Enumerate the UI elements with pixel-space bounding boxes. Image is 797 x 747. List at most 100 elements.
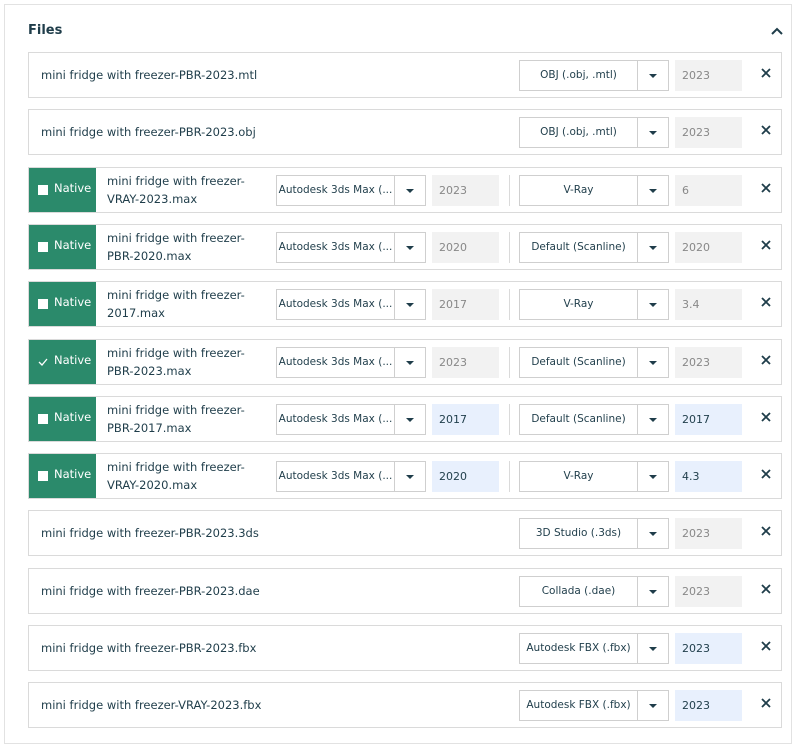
file-row: Native mini fridge with freezer-PBR-2020.…	[28, 224, 782, 270]
native-label: Native	[54, 295, 92, 309]
native-toggle[interactable]: Native	[29, 282, 96, 326]
dropdown[interactable]: Autodesk FBX (.fbx)	[519, 690, 638, 721]
version-input[interactable]: 2023	[675, 518, 742, 549]
native-label: Native	[54, 181, 92, 195]
version-input[interactable]: 2023	[432, 175, 499, 206]
dropdown-button[interactable]	[637, 633, 669, 664]
remove-button[interactable]	[759, 353, 773, 367]
checkbox[interactable]	[38, 471, 48, 481]
dropdown-button[interactable]	[637, 404, 669, 435]
file-row: mini fridge with freezer-PBR-2023.fbx Aut…	[28, 625, 782, 671]
panel-title: Files	[28, 23, 63, 38]
checkbox[interactable]	[38, 357, 48, 367]
dropdown[interactable]: Collada (.dae)	[519, 576, 638, 607]
dropdown-button[interactable]	[637, 289, 669, 320]
dropdown[interactable]: Default (Scanline)	[519, 232, 638, 263]
native-toggle[interactable]: Native	[29, 454, 96, 498]
file-row: mini fridge with freezer-PBR-2023.3ds 3D …	[28, 510, 782, 556]
native-toggle[interactable]: Native	[29, 168, 96, 212]
version-input[interactable]: 2023	[675, 633, 742, 664]
divider	[509, 232, 510, 263]
native-toggle[interactable]: Native	[29, 397, 96, 441]
file-row: mini fridge with freezer-VRAY-2023.fbx Au…	[28, 682, 782, 728]
version-input[interactable]: 2017	[432, 404, 499, 435]
remove-button[interactable]	[759, 582, 773, 596]
native-toggle[interactable]: Native	[29, 225, 96, 269]
file-row: Native mini fridge with freezer-PBR-2017.…	[28, 396, 782, 442]
native-label: Native	[54, 238, 92, 252]
checkbox[interactable]	[38, 414, 48, 424]
dropdown[interactable]: Autodesk 3ds Max (...	[276, 232, 395, 263]
dropdown[interactable]: Default (Scanline)	[519, 347, 638, 378]
version-input[interactable]: 2020	[675, 232, 742, 263]
dropdown-button[interactable]	[637, 347, 669, 378]
version-input[interactable]: 2023	[675, 576, 742, 607]
remove-button[interactable]	[759, 467, 773, 481]
version-input[interactable]: 6	[675, 175, 742, 206]
dropdown[interactable]: V-Ray	[519, 175, 638, 206]
file-row: Native mini fridge with freezer-VRAY-2023…	[28, 167, 782, 213]
remove-button[interactable]	[759, 181, 773, 195]
version-input[interactable]: 2023	[432, 347, 499, 378]
dropdown-button[interactable]	[394, 175, 426, 206]
dropdown-button[interactable]	[394, 347, 426, 378]
dropdown-button[interactable]	[637, 175, 669, 206]
dropdown[interactable]: Autodesk FBX (.fbx)	[519, 633, 638, 664]
remove-button[interactable]	[759, 66, 773, 80]
version-input[interactable]: 2023	[675, 690, 742, 721]
dropdown-button[interactable]	[394, 289, 426, 320]
divider	[509, 289, 510, 320]
version-input[interactable]: 3.4	[675, 289, 742, 320]
dropdown[interactable]: 3D Studio (.3ds)	[519, 518, 638, 549]
dropdown[interactable]: Autodesk 3ds Max (...	[276, 175, 395, 206]
dropdown-button[interactable]	[637, 461, 669, 492]
dropdown[interactable]: Autodesk 3ds Max (...	[276, 347, 395, 378]
file-name: mini fridge with freezer-VRAY-2023.max	[107, 174, 245, 206]
remove-button[interactable]	[759, 524, 773, 538]
dropdown[interactable]: V-Ray	[519, 289, 638, 320]
remove-button[interactable]	[759, 696, 773, 710]
dropdown[interactable]: V-Ray	[519, 461, 638, 492]
remove-button[interactable]	[759, 123, 773, 137]
remove-button[interactable]	[759, 410, 773, 424]
dropdown[interactable]: Autodesk 3ds Max (...	[276, 461, 395, 492]
checkbox[interactable]	[38, 242, 48, 252]
version-input[interactable]: 2020	[432, 461, 499, 492]
dropdown-button[interactable]	[637, 576, 669, 607]
dropdown-button[interactable]	[637, 690, 669, 721]
file-name: mini fridge with freezer-2017.max	[107, 288, 245, 320]
version-input[interactable]: 2017	[675, 404, 742, 435]
checkbox[interactable]	[38, 185, 48, 195]
dropdown-button[interactable]	[637, 117, 669, 148]
remove-button[interactable]	[759, 238, 773, 252]
dropdown[interactable]: OBJ (.obj, .mtl)	[519, 60, 638, 91]
dropdown[interactable]: Autodesk 3ds Max (...	[276, 289, 395, 320]
dropdown-button[interactable]	[394, 404, 426, 435]
version-input[interactable]: 4.3	[675, 461, 742, 492]
dropdown[interactable]: Autodesk 3ds Max (...	[276, 404, 395, 435]
version-input[interactable]: 2020	[432, 232, 499, 263]
dropdown-button[interactable]	[394, 232, 426, 263]
dropdown-button[interactable]	[637, 60, 669, 91]
version-input[interactable]: 2017	[432, 289, 499, 320]
version-input[interactable]: 2023	[675, 117, 742, 148]
native-toggle[interactable]: Native	[29, 340, 96, 384]
collapse-toggle[interactable]	[771, 27, 783, 35]
dropdown[interactable]: OBJ (.obj, .mtl)	[519, 117, 638, 148]
remove-button[interactable]	[759, 295, 773, 309]
native-label: Native	[54, 353, 92, 367]
file-row: Native mini fridge with freezer-PBR-2023.…	[28, 339, 782, 385]
checkbox[interactable]	[38, 299, 48, 309]
dropdown-button[interactable]	[394, 461, 426, 492]
native-label: Native	[54, 467, 92, 481]
version-input[interactable]: 2023	[675, 60, 742, 91]
file-name: mini fridge with freezer-PBR-2023.dae	[41, 584, 260, 598]
remove-button[interactable]	[759, 639, 773, 653]
dropdown-button[interactable]	[637, 518, 669, 549]
dropdown-button[interactable]	[637, 232, 669, 263]
divider	[509, 404, 510, 435]
dropdown[interactable]: Default (Scanline)	[519, 404, 638, 435]
file-row: Native mini fridge with freezer-2017.max A…	[28, 281, 782, 327]
file-name: mini fridge with freezer-PBR-2020.max	[107, 231, 245, 263]
version-input[interactable]: 2023	[675, 347, 742, 378]
